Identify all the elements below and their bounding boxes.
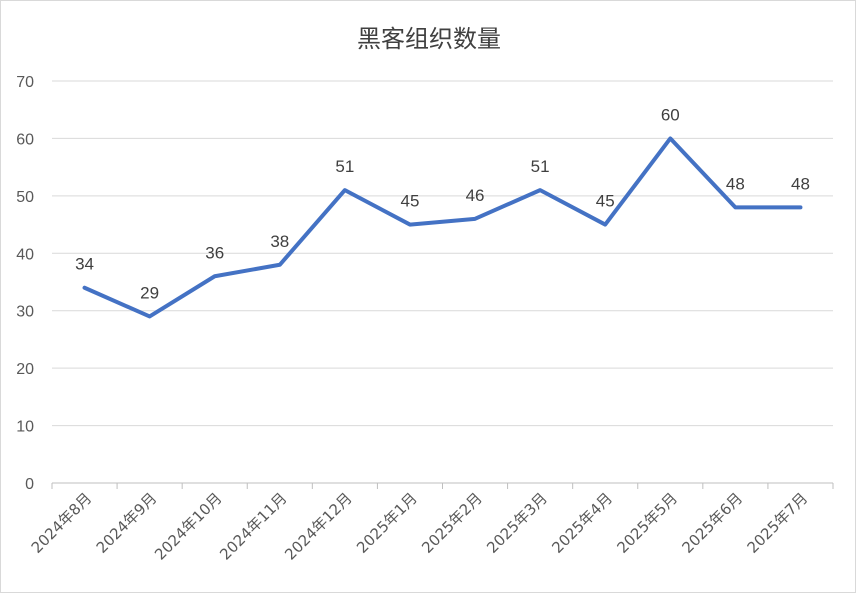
data-label: 51 — [531, 157, 550, 176]
x-tick-label: 2024年9月 — [93, 489, 161, 557]
x-tick-label: 2025年7月 — [744, 489, 812, 557]
data-label: 45 — [596, 192, 615, 211]
y-tick-label: 50 — [16, 189, 34, 206]
axes — [52, 483, 833, 489]
y-tick-label: 70 — [16, 74, 34, 91]
y-axis-tick-labels: 0 10 20 30 40 50 60 70 — [16, 74, 34, 493]
x-tick-label: 2024年8月 — [28, 489, 96, 557]
data-label: 34 — [75, 255, 94, 274]
data-label: 46 — [466, 186, 485, 205]
x-axis-tick-labels: 2024年8月2024年9月2024年10月2024年11月2024年12月20… — [28, 489, 812, 563]
data-label: 51 — [335, 157, 354, 176]
x-tick-label: 2024年10月 — [151, 489, 225, 563]
gridlines — [52, 81, 833, 426]
data-label: 29 — [140, 283, 159, 302]
series-line — [85, 138, 801, 316]
x-tick-label: 2024年11月 — [216, 489, 290, 563]
x-tick-label: 2025年6月 — [679, 489, 747, 557]
y-tick-label: 0 — [25, 476, 34, 493]
x-tick-label: 2024年12月 — [281, 489, 355, 563]
x-tick-label: 2025年4月 — [548, 489, 616, 557]
series-lines — [84, 138, 800, 316]
y-tick-label: 10 — [16, 419, 34, 436]
data-label: 48 — [726, 174, 745, 193]
data-label: 60 — [661, 105, 680, 124]
chart-title: 黑客组织数量 — [357, 25, 501, 53]
y-tick-label: 60 — [16, 131, 34, 148]
data-label: 45 — [400, 192, 419, 211]
data-label: 36 — [205, 243, 224, 262]
data-labels: 34 29 36 38 51 45 46 51 45 60 48 48 — [75, 105, 810, 302]
y-tick-label: 40 — [16, 246, 34, 263]
y-tick-label: 20 — [16, 361, 34, 378]
data-label: 38 — [270, 232, 289, 251]
x-tick-label: 2025年2月 — [418, 489, 486, 557]
data-label: 48 — [791, 174, 810, 193]
x-tick-label: 2025年3月 — [483, 489, 551, 557]
x-tick-label: 2025年1月 — [353, 489, 421, 557]
y-tick-label: 30 — [16, 304, 34, 321]
x-tick-label: 2025年5月 — [613, 489, 681, 557]
